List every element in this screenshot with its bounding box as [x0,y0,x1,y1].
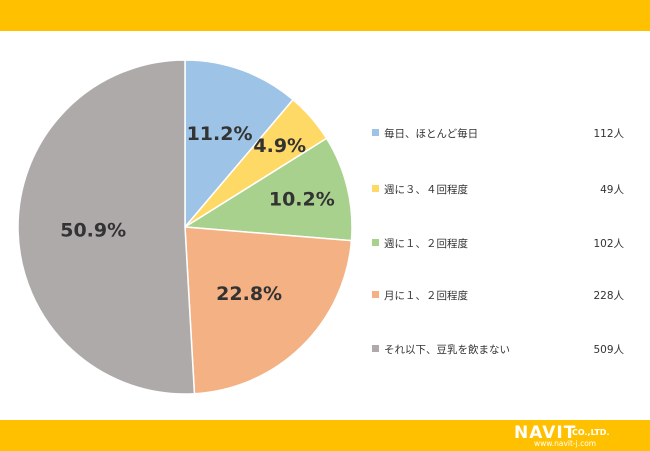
legend-swatch [372,239,379,246]
legend-count: 102人 [593,238,624,250]
legend-swatch [372,291,379,298]
legend-label: それ以下、豆乳を飲まない [384,344,510,356]
legend-label: 毎日、ほとんど毎日 [384,128,479,140]
legend-count: 49人 [600,184,624,196]
legend-label: 週に１、２回程度 [384,238,468,250]
pie-slice [184,59,295,230]
legend-swatch [372,185,379,192]
pie-slice [17,59,196,395]
legend-item: それ以下、豆乳を飲まない 509人 [372,342,632,358]
pie-slice [182,137,353,242]
legend-count: 509人 [593,344,624,356]
logo-url: www.navit-j.com [534,439,597,448]
legend-swatch [372,345,379,352]
legend-item: 週に３、４回程度 49人 [372,182,632,198]
legend-item: 毎日、ほとんど毎日 112人 [372,126,632,142]
legend-item: 月に１、２回程度 228人 [372,288,632,304]
company-logo: NAVIT CO.,LTD. www.navit-j.com [514,423,634,449]
pie-chart: 11.2%4.9% 10.2% 22.8% 50.9% [17,59,353,395]
slice-percent-label: 4.9% [253,135,306,157]
logo-suffix: CO.,LTD. [572,428,610,437]
pie-slice [184,226,353,395]
slice-percent-label: 10.2% [269,189,335,211]
legend-label: 月に１、２回程度 [384,290,468,302]
legend-count: 112人 [593,128,624,140]
legend-count: 228人 [593,290,624,302]
slice-percent-label: 22.8% [216,283,282,305]
top-banner [0,0,650,31]
slice-percent-label: 50.9% [60,220,126,242]
legend-swatch [372,129,379,136]
logo-wordmark: NAVIT [514,423,577,443]
legend-item: 週に１、２回程度 102人 [372,236,632,252]
legend-label: 週に３、４回程度 [384,184,468,196]
bottom-banner [0,420,650,451]
slice-percent-label: 11.2% [187,123,253,145]
